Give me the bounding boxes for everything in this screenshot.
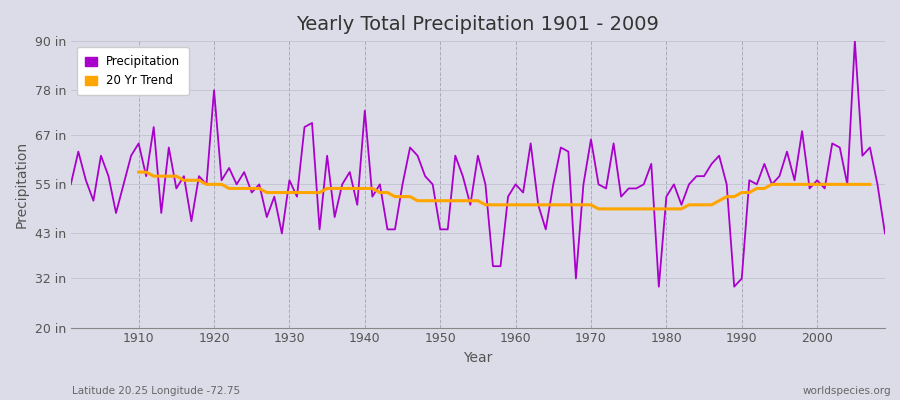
Y-axis label: Precipitation: Precipitation — [15, 141, 29, 228]
Text: worldspecies.org: worldspecies.org — [803, 386, 891, 396]
Legend: Precipitation, 20 Yr Trend: Precipitation, 20 Yr Trend — [76, 47, 189, 96]
Title: Yearly Total Precipitation 1901 - 2009: Yearly Total Precipitation 1901 - 2009 — [296, 15, 660, 34]
X-axis label: Year: Year — [464, 351, 492, 365]
Text: Latitude 20.25 Longitude -72.75: Latitude 20.25 Longitude -72.75 — [72, 386, 240, 396]
